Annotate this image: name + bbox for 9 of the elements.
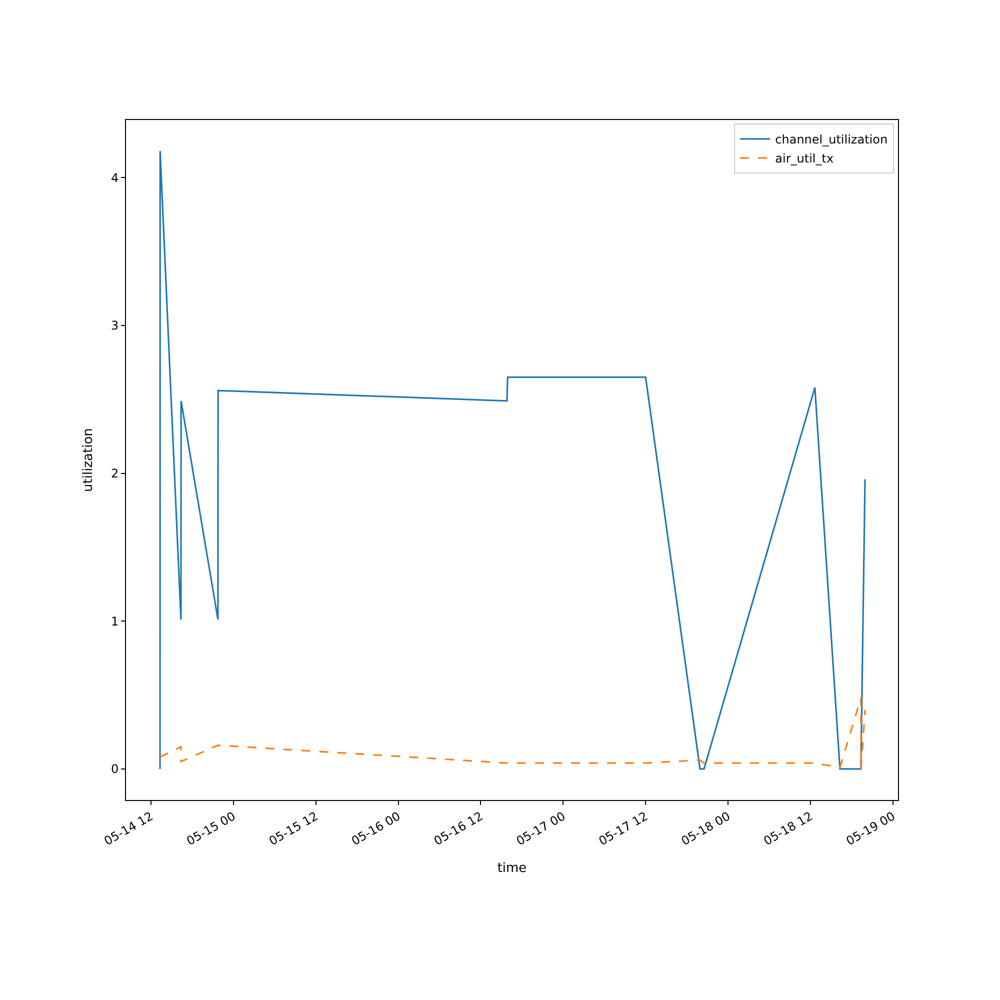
- y-tick-label: 4: [110, 170, 119, 185]
- y-axis-title: utilization: [80, 428, 96, 492]
- y-tick-label: 2: [110, 466, 119, 480]
- y-tick-label: 3: [110, 318, 119, 333]
- x-axis-title: time: [497, 860, 527, 876]
- y-tick-label: 0: [110, 762, 119, 776]
- y-tick-label: 1: [110, 614, 119, 628]
- legend-label: channel_utilization: [775, 132, 888, 147]
- legend-label: air_util_tx: [775, 152, 834, 166]
